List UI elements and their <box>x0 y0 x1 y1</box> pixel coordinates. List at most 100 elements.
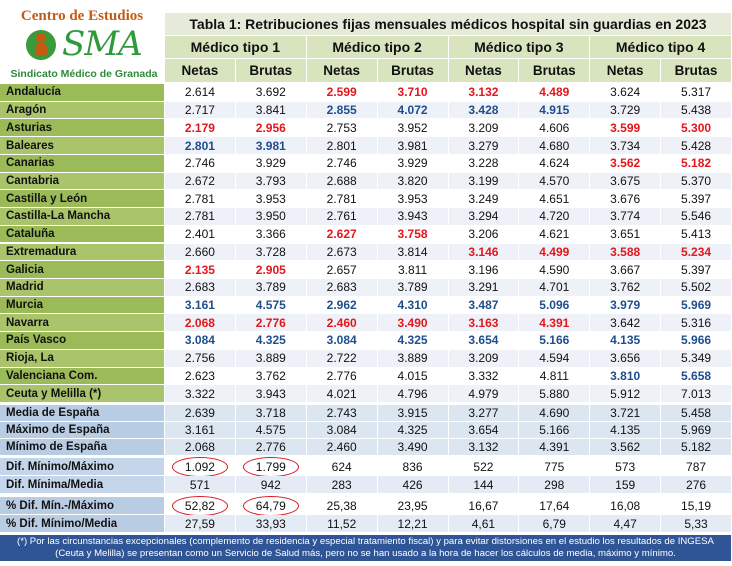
cell: 2.717 <box>165 101 236 120</box>
cell-value: 2.801 <box>184 138 215 153</box>
cell: 12,21 <box>377 515 449 533</box>
cell-value: 4.621 <box>539 227 570 242</box>
cell: 2.722 <box>306 349 378 368</box>
cell-value: 775 <box>544 459 565 474</box>
cell-value: 6,79 <box>542 516 566 531</box>
row-label: Cantabria <box>0 172 165 191</box>
cell-value: 3.084 <box>326 423 357 437</box>
cell: 4.590 <box>519 261 591 279</box>
cell-value: 573 <box>615 459 636 474</box>
row-label: Ceuta y Melilla (*) <box>0 385 165 403</box>
cell: 2.460 <box>306 314 378 333</box>
cell-value: 3.084 <box>184 333 215 348</box>
cell: 4.015 <box>377 367 449 386</box>
cell-value: 3.228 <box>468 156 499 171</box>
cell-value: 624 <box>331 459 352 474</box>
cell: 3.562 <box>590 439 662 456</box>
cell-value: 4.325 <box>397 333 428 348</box>
cell: 3.206 <box>448 225 520 244</box>
cell-value: 3.758 <box>397 227 428 242</box>
cell-value: 2.781 <box>184 191 215 206</box>
cell: 4.651 <box>519 190 591 209</box>
cell: 4.310 <box>377 296 449 315</box>
cell: 3.692 <box>235 84 307 102</box>
cell: 4.606 <box>519 119 591 138</box>
cell: 3.889 <box>377 349 449 368</box>
cell-value: 3.322 <box>184 386 215 401</box>
cell: 4.135 <box>590 332 662 350</box>
cell: 159 <box>590 476 662 494</box>
cell: 276 <box>661 476 732 494</box>
cell: 2.683 <box>165 278 236 297</box>
cell: 4.391 <box>519 314 591 333</box>
row-label: Valenciana Com. <box>0 367 165 386</box>
cell: 4.499 <box>519 243 591 262</box>
cell-value: 5.966 <box>681 333 712 348</box>
row-label: Aragón <box>0 101 165 120</box>
row-label: Murcia <box>0 296 165 315</box>
cell: 4.021 <box>306 385 378 403</box>
cell: 3.981 <box>235 137 307 155</box>
column-header: Netas <box>590 59 662 83</box>
cell: 3.718 <box>235 405 307 422</box>
cell: 3.929 <box>377 154 449 173</box>
cell: 3.209 <box>448 349 520 368</box>
cell: 2.781 <box>306 190 378 209</box>
cell-value: 2.614 <box>184 85 215 100</box>
cell: 3.366 <box>235 225 307 244</box>
group-header: Médico tipo 3 <box>448 36 591 59</box>
cell-value: 3.599 <box>610 120 641 135</box>
row-label: Andalucía <box>0 84 165 102</box>
cell: 522 <box>448 458 520 476</box>
cell-value: 4.325 <box>397 423 428 437</box>
cell-value: 3.889 <box>255 351 286 366</box>
logo: Centro de Estudios SMA Sindicato Médico … <box>2 2 164 84</box>
cell-value: 3.654 <box>468 423 499 437</box>
cell-value: 5.166 <box>539 333 570 348</box>
cell: 25,38 <box>306 497 378 515</box>
cell: 5.397 <box>661 261 732 279</box>
row-label: Castilla-La Mancha <box>0 208 165 226</box>
cell: 3.277 <box>448 405 520 422</box>
cell: 2.614 <box>165 84 236 102</box>
cell: 2.776 <box>306 367 378 386</box>
cell: 2.672 <box>165 172 236 191</box>
cell-value: 33,93 <box>255 516 286 531</box>
cell: 5.370 <box>661 172 732 191</box>
cell-value: 3.889 <box>397 351 428 366</box>
cell-value: 3.490 <box>397 440 428 454</box>
cell-value: 2.657 <box>326 262 357 277</box>
cell-value: 942 <box>260 477 281 492</box>
cell-value: 3.291 <box>468 280 499 295</box>
cell: 3.084 <box>165 332 236 350</box>
cell: 3.279 <box>448 137 520 155</box>
cell-value: 5.300 <box>681 120 712 135</box>
cell: 2.801 <box>306 137 378 155</box>
cell: 4,47 <box>590 515 662 533</box>
cell-value: 5.458 <box>681 406 712 420</box>
cell-value: 4.325 <box>255 333 286 348</box>
cell-value: 4.624 <box>539 156 570 171</box>
cell: 3.084 <box>306 332 378 350</box>
cell: 3.132 <box>448 84 520 102</box>
cell-value: 3.279 <box>468 138 499 153</box>
cell-value: 4.015 <box>397 368 428 383</box>
cell: 3.789 <box>377 278 449 297</box>
cell: 1.092 <box>165 456 236 477</box>
cell-value: 4.310 <box>397 298 428 313</box>
cell: 2.683 <box>306 278 378 297</box>
cell-value: 15,19 <box>681 498 712 513</box>
row-label: Máximo de España <box>0 422 165 439</box>
cell: 2.688 <box>306 172 378 191</box>
cell-value: 4.720 <box>539 209 570 224</box>
cell-value: 2.672 <box>184 173 215 188</box>
cell: 2.962 <box>306 296 378 315</box>
cell: 4.575 <box>235 422 307 439</box>
cell-value: 2.781 <box>184 209 215 224</box>
cell-value: 5.880 <box>539 386 570 401</box>
cell-value: 2.776 <box>255 440 286 454</box>
cell: 2.657 <box>306 261 378 279</box>
cell: 3.721 <box>590 405 662 422</box>
cell-value: 5.658 <box>681 368 712 383</box>
column-header: Netas <box>306 59 378 83</box>
